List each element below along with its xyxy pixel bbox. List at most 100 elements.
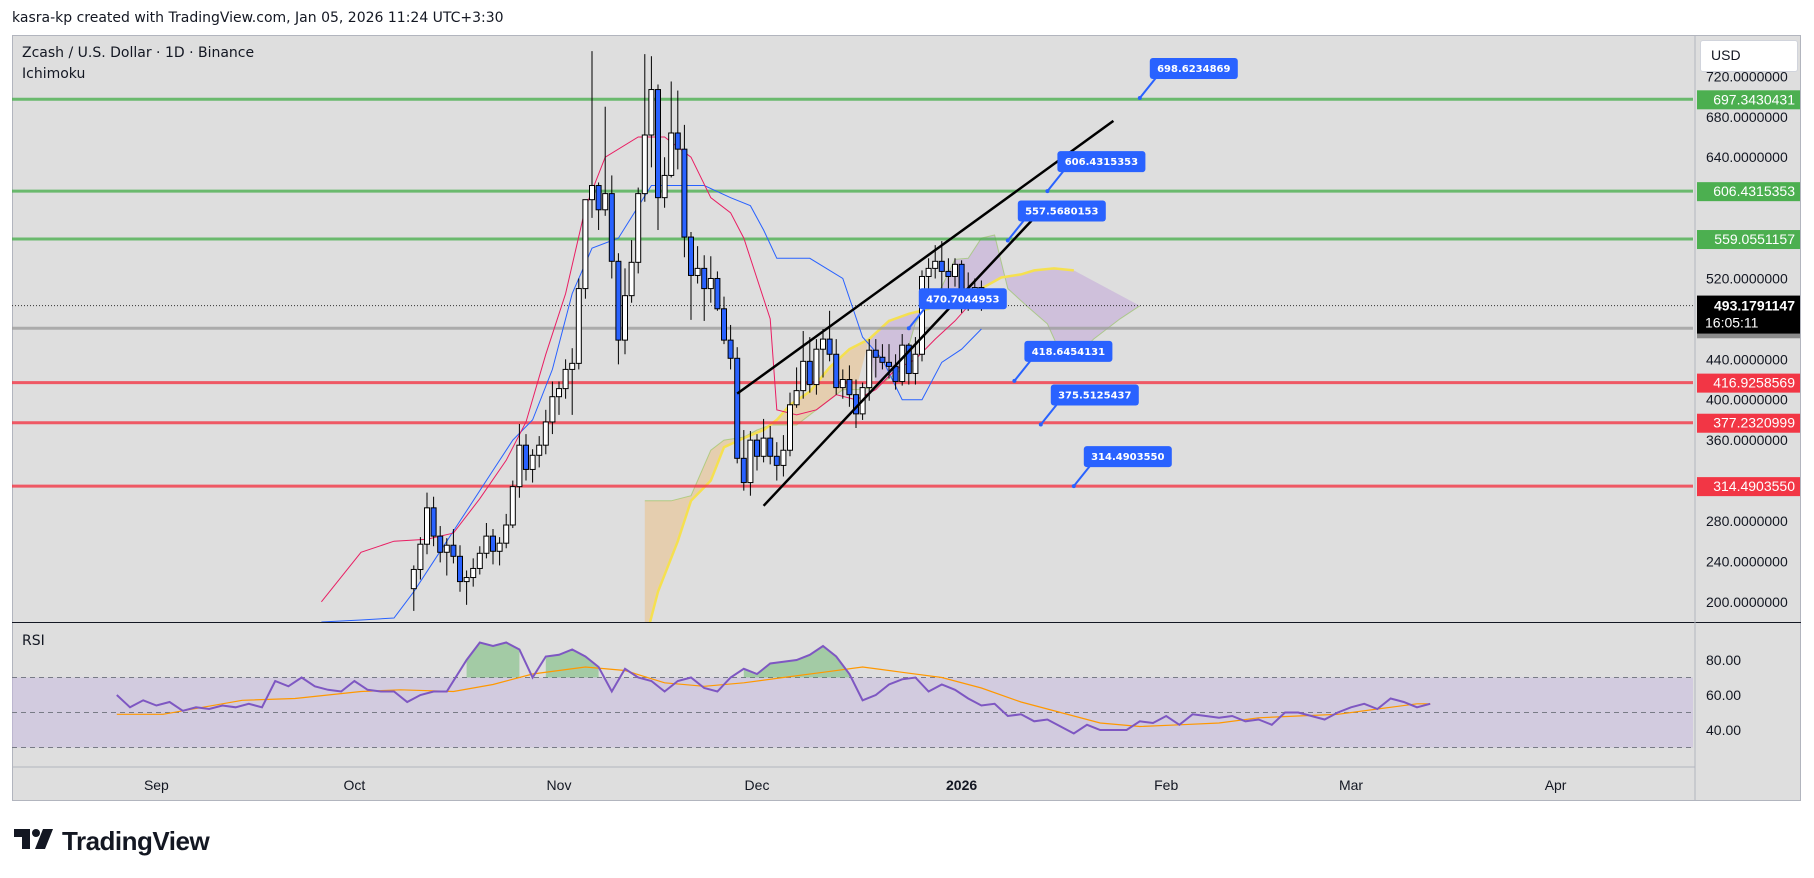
candle bbox=[813, 339, 820, 395]
price-axis-tick: 720.0000000 bbox=[1706, 68, 1788, 84]
candle-body bbox=[569, 362, 576, 370]
candle-body bbox=[727, 339, 734, 359]
callout-pointer bbox=[1013, 360, 1032, 382]
candle-body bbox=[787, 404, 793, 451]
candle-body bbox=[529, 454, 536, 470]
symbol-title[interactable]: Zcash / U.S. Dollar · 1D · Binance bbox=[22, 45, 255, 61]
price-level-badge-label: 416.9258569 bbox=[1713, 375, 1795, 391]
candle-body bbox=[912, 353, 919, 374]
candle-body bbox=[813, 348, 820, 386]
candle bbox=[536, 436, 543, 468]
candle-body bbox=[879, 356, 886, 363]
candle bbox=[569, 348, 576, 415]
price-axis-tick: 680.0000000 bbox=[1706, 109, 1788, 125]
callout-anchor bbox=[1005, 238, 1010, 243]
price-callout[interactable]: 470.7044953 bbox=[906, 288, 1007, 331]
candle-body bbox=[622, 295, 628, 341]
callout-label: 418.6454131 bbox=[1032, 347, 1105, 358]
candle bbox=[582, 199, 589, 299]
price-level-badge-label: 314.4903550 bbox=[1713, 478, 1795, 494]
candle bbox=[602, 106, 609, 216]
candle-body bbox=[536, 444, 543, 456]
candle-body bbox=[925, 267, 932, 277]
price-level-badge bbox=[1697, 90, 1800, 110]
price-axis-tick: 400.0000000 bbox=[1706, 392, 1788, 408]
currency-selector[interactable]: USD bbox=[1700, 40, 1798, 72]
indicator-label-ichimoku[interactable]: Ichimoku bbox=[22, 66, 86, 82]
candle-body bbox=[866, 349, 873, 389]
candle-body bbox=[820, 338, 826, 350]
candle bbox=[608, 175, 615, 279]
callout-pointer bbox=[908, 307, 926, 329]
price-callout[interactable]: 698.6234869 bbox=[1137, 58, 1238, 101]
price-callout[interactable]: 557.5680153 bbox=[1005, 200, 1106, 243]
candle bbox=[747, 431, 754, 496]
candle bbox=[773, 442, 780, 481]
candle bbox=[648, 56, 655, 168]
candle-body bbox=[932, 260, 939, 269]
candle-body bbox=[516, 444, 523, 488]
price-level-badge bbox=[1697, 182, 1800, 202]
candle-body bbox=[806, 360, 813, 386]
candle bbox=[628, 240, 635, 303]
rsi-axis-tick: 80.00 bbox=[1706, 652, 1741, 668]
time-axis-tick: Sep bbox=[144, 777, 169, 793]
candle-body bbox=[681, 148, 688, 238]
candle bbox=[820, 329, 826, 378]
price-callout[interactable]: 606.4315353 bbox=[1045, 151, 1146, 194]
price-level-badge-label: 559.0551157 bbox=[1714, 231, 1795, 247]
candle-body bbox=[747, 439, 754, 484]
candle-body bbox=[562, 368, 569, 390]
callout-anchor bbox=[1071, 484, 1076, 489]
callout-pointer bbox=[1007, 219, 1025, 242]
current-price-badge bbox=[1697, 295, 1800, 334]
candle bbox=[872, 339, 879, 378]
rsi-overbought-fill bbox=[743, 646, 850, 678]
price-level-badge bbox=[1697, 413, 1800, 433]
candle-body bbox=[595, 185, 602, 211]
time-axis-tick: Apr bbox=[1545, 777, 1567, 793]
price-callout[interactable]: 375.5125437 bbox=[1038, 384, 1139, 427]
callout-anchor bbox=[1137, 96, 1142, 101]
price-callout[interactable]: 314.4903550 bbox=[1071, 446, 1172, 489]
candle-body bbox=[463, 577, 470, 583]
candle-body bbox=[443, 544, 450, 553]
candle bbox=[430, 496, 437, 547]
callout-box bbox=[1149, 58, 1238, 80]
candle-body bbox=[839, 379, 846, 389]
candle-body bbox=[608, 193, 615, 262]
price-pane: 698.6234869 606.4315353 557.5680153 470.704… bbox=[12, 51, 1693, 622]
candle bbox=[674, 90, 681, 170]
ichimoku-cloud-bearish bbox=[644, 339, 870, 622]
candle bbox=[721, 296, 727, 345]
time-axis-tick: Dec bbox=[745, 777, 770, 793]
price-axis-tick: 240.0000000 bbox=[1706, 553, 1788, 569]
callout-pointer bbox=[1046, 170, 1065, 192]
candle-body bbox=[833, 353, 840, 389]
candle-body bbox=[661, 174, 668, 199]
price-axis-tick: 360.0000000 bbox=[1706, 432, 1788, 448]
candle bbox=[760, 418, 767, 463]
candle bbox=[503, 513, 510, 549]
price-level-badge bbox=[1697, 373, 1800, 393]
candle-body bbox=[483, 535, 490, 554]
price-callout[interactable]: 418.6454131 bbox=[1012, 340, 1113, 383]
callout-pointer bbox=[1040, 403, 1058, 426]
candle bbox=[589, 51, 595, 218]
ichimoku-tenkan-line bbox=[321, 136, 989, 603]
candle bbox=[529, 449, 536, 483]
callout-label: 698.6234869 bbox=[1157, 64, 1230, 75]
current-price-label: 493.1791147 bbox=[1714, 298, 1795, 314]
candle bbox=[523, 434, 529, 481]
indicator-label-rsi[interactable]: RSI bbox=[22, 633, 45, 649]
rsi-line bbox=[116, 641, 1431, 735]
candle bbox=[410, 565, 417, 611]
candle-body bbox=[760, 437, 767, 457]
candle bbox=[925, 258, 932, 294]
candle bbox=[833, 339, 840, 395]
candle-body bbox=[615, 260, 622, 341]
rsi-overbought-fill bbox=[466, 642, 520, 678]
candle-body bbox=[635, 193, 642, 263]
candle bbox=[549, 381, 556, 435]
